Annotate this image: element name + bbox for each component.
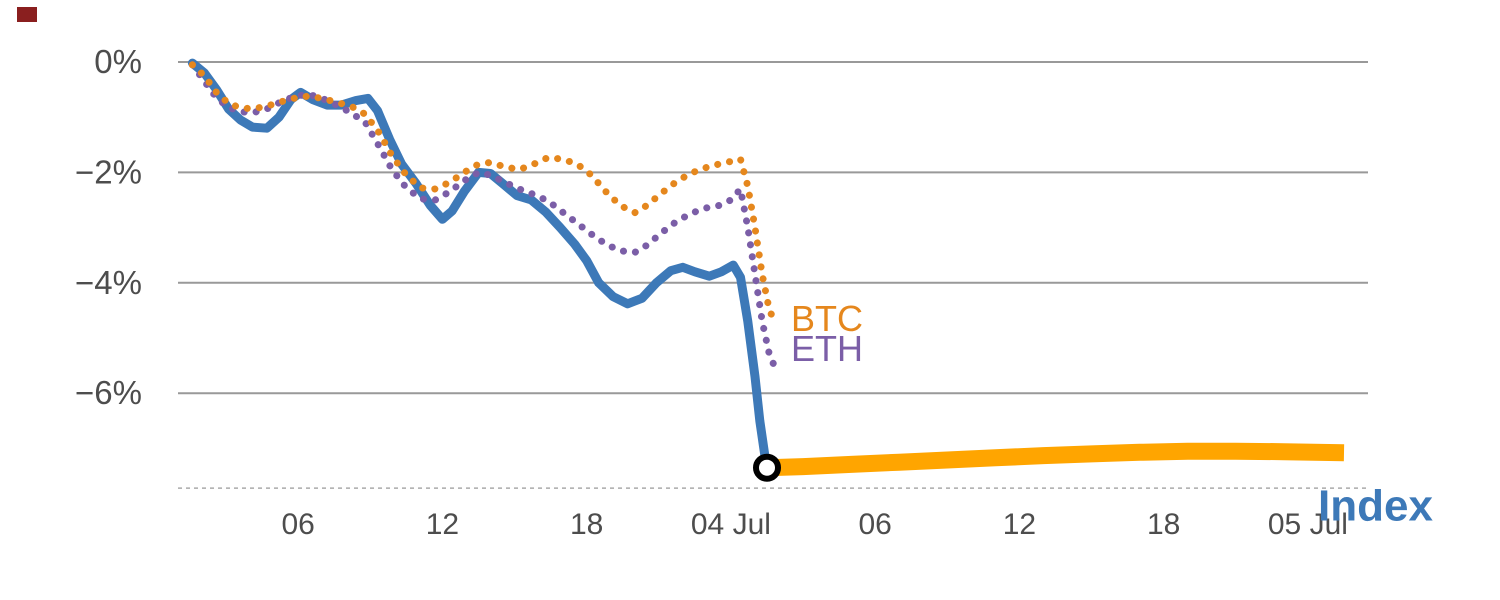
- x-tick-label: 06: [282, 508, 315, 541]
- y-tick-label: −2%: [75, 153, 142, 190]
- x-tick-label: 05 Jul: [1268, 508, 1348, 541]
- series-label-eth: ETH: [791, 328, 863, 369]
- x-tick-label: 04 Jul: [691, 508, 771, 541]
- y-tick-label: −4%: [75, 264, 142, 301]
- series-line-btc: [188, 61, 779, 326]
- y-tick-label: 0%: [94, 43, 142, 80]
- top-left-red-mark: [17, 7, 37, 22]
- axis-label-index: Index: [1318, 482, 1433, 531]
- x-tick-label: 06: [859, 508, 892, 541]
- series-line-index: [187, 58, 772, 473]
- series-label-btc: BTC: [791, 298, 863, 339]
- x-tick-label: 12: [1003, 508, 1036, 541]
- x-tick-label: 18: [570, 508, 603, 541]
- x-tick-label: 12: [426, 508, 459, 541]
- series-line-eth: [188, 61, 779, 372]
- crash-point-marker: [753, 453, 781, 482]
- series-line-index_continuation: [766, 442, 1345, 477]
- y-tick-label: −6%: [75, 374, 142, 411]
- x-tick-label: 18: [1147, 508, 1180, 541]
